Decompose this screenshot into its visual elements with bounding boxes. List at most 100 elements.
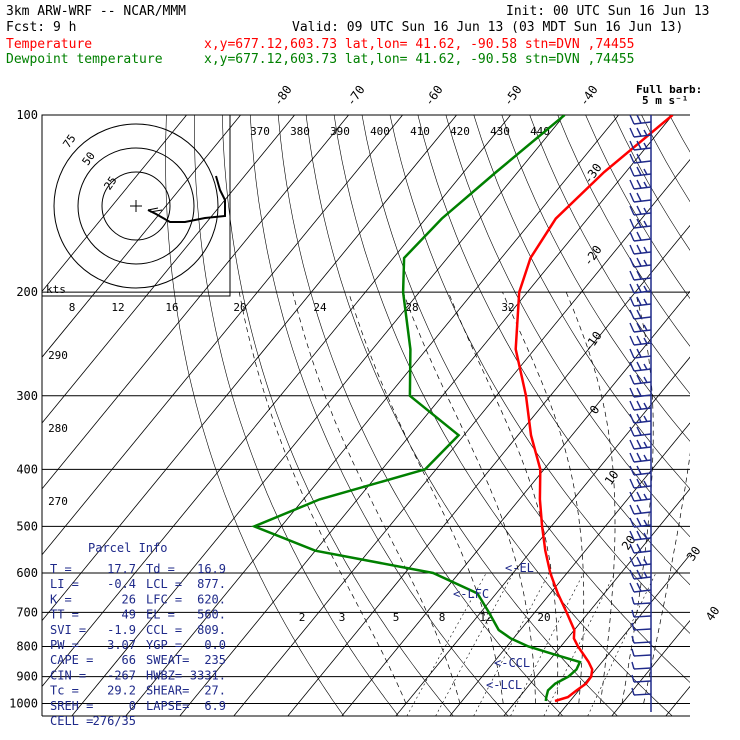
parcel-label: YGP = <box>146 638 182 652</box>
parcel-label: CELL = <box>50 714 93 728</box>
hodograph-ring-50 <box>77 147 195 265</box>
isotherm-line <box>42 115 187 292</box>
barb-flag <box>636 400 642 410</box>
wind-barb <box>629 556 652 567</box>
barb-shaft <box>633 199 652 203</box>
barb-flag <box>636 179 642 189</box>
moist-adiabat <box>292 292 461 704</box>
isotherm-label: -60 <box>422 83 446 109</box>
barb-shaft <box>633 394 652 398</box>
hodograph-ring-75 <box>53 123 219 289</box>
barb-flag <box>636 244 642 254</box>
wind-barb <box>629 478 652 489</box>
el-marker: <-EL <box>505 561 534 575</box>
parcel-label: Td = <box>146 562 175 576</box>
dry-adiabat <box>277 115 564 716</box>
barb-flag <box>636 257 642 267</box>
hodograph-trace <box>147 175 226 223</box>
isotherm-label: 20 <box>619 533 639 553</box>
barb-shaft <box>633 511 652 515</box>
barb-flag <box>636 569 642 579</box>
wind-barb <box>631 596 652 605</box>
isotherm-line <box>125 115 619 716</box>
barb-flag <box>636 582 642 592</box>
theta-label: 430 <box>490 125 510 138</box>
barb-flag <box>629 530 635 541</box>
barb-flag <box>631 635 635 644</box>
init-time: Init: 00 UTC Sun 16 Jun 13 <box>506 4 710 19</box>
barb-flag <box>643 571 648 578</box>
barb-shaft <box>633 628 652 631</box>
barb-flag <box>629 439 635 450</box>
isotherm-label: -50 <box>501 83 525 109</box>
dry-adiabat <box>697 115 740 716</box>
barb-flag <box>636 543 642 553</box>
dewpoint-legend: Dewpoint temperature <box>6 52 163 67</box>
parcel-label: EL = <box>146 608 175 622</box>
barb-flag <box>629 322 635 333</box>
barb-shaft <box>633 459 652 463</box>
speed-label: 12 <box>111 301 124 314</box>
barb-legend-value: 5 m s⁻¹ <box>642 94 688 107</box>
barb-flag <box>643 285 648 292</box>
barb-flag <box>629 374 635 385</box>
isotherm-label: 30 <box>684 544 704 564</box>
isotherm-line <box>557 554 690 716</box>
dry-adiabat <box>222 115 454 716</box>
dry-adiabat <box>417 115 690 586</box>
barb-flag <box>636 413 642 423</box>
barb-flag <box>643 207 648 214</box>
wind-barb <box>629 517 652 528</box>
parcel-label: LFC = <box>146 592 182 606</box>
barb-flag <box>636 322 642 332</box>
parcel-value: 809. <box>197 623 226 637</box>
speed-label: 32 <box>501 301 514 314</box>
barb-flag <box>629 387 635 398</box>
barb-shaft <box>633 693 652 696</box>
barb-shaft <box>633 186 652 190</box>
isotherm-label: -70 <box>344 83 368 109</box>
barb-shaft <box>633 303 652 307</box>
parcel-value: 3.07 <box>107 638 136 652</box>
barb-flag <box>629 569 635 580</box>
theta-label: 440 <box>530 125 550 138</box>
barb-flag <box>643 142 648 149</box>
wind-barb <box>629 283 652 294</box>
barb-flag <box>643 415 648 422</box>
speed-label: 20 <box>233 301 246 314</box>
barb-flag <box>631 622 635 631</box>
parcel-value: 0 <box>129 699 136 713</box>
wind-barb <box>631 635 652 644</box>
pressure-tick-label: 200 <box>16 285 38 299</box>
speed-label: 28 <box>405 301 418 314</box>
parcel-value: 235 <box>204 653 226 667</box>
wind-barb <box>629 153 652 164</box>
pressure-tick-label: 900 <box>16 670 38 684</box>
temperature-legend: Temperature <box>6 37 92 52</box>
barb-flag <box>636 140 642 150</box>
parcel-value: 0.0 <box>204 638 226 652</box>
barb-flag <box>629 140 635 151</box>
wind-barb <box>629 114 652 125</box>
dry-adiabat <box>529 115 690 395</box>
parcel-value: 3331. <box>190 668 226 682</box>
mixing-ratio-line <box>543 572 616 716</box>
wind-barb <box>629 348 652 359</box>
barb-flag <box>629 556 635 567</box>
wind-barb <box>629 231 652 242</box>
parcel-value: 17.7 <box>107 562 136 576</box>
barb-flag <box>636 205 642 215</box>
wind-barb <box>629 322 652 333</box>
parcel-label: SHEAR= <box>146 684 189 698</box>
barb-shaft <box>633 615 652 618</box>
header: 3km ARW-WRF -- NCAR/MMM Init: 00 UTC Sun… <box>6 4 710 67</box>
wind-barb <box>629 335 652 346</box>
pressure-tick-label: 700 <box>16 605 38 619</box>
dry-adiabat <box>669 115 690 153</box>
parcel-label: TT = <box>50 608 79 622</box>
mixing-ratio-label: 3 <box>339 611 346 624</box>
barb-flag <box>643 480 648 487</box>
barb-flag <box>636 114 642 124</box>
barb-flag <box>636 335 642 345</box>
barb-flag <box>636 153 642 163</box>
